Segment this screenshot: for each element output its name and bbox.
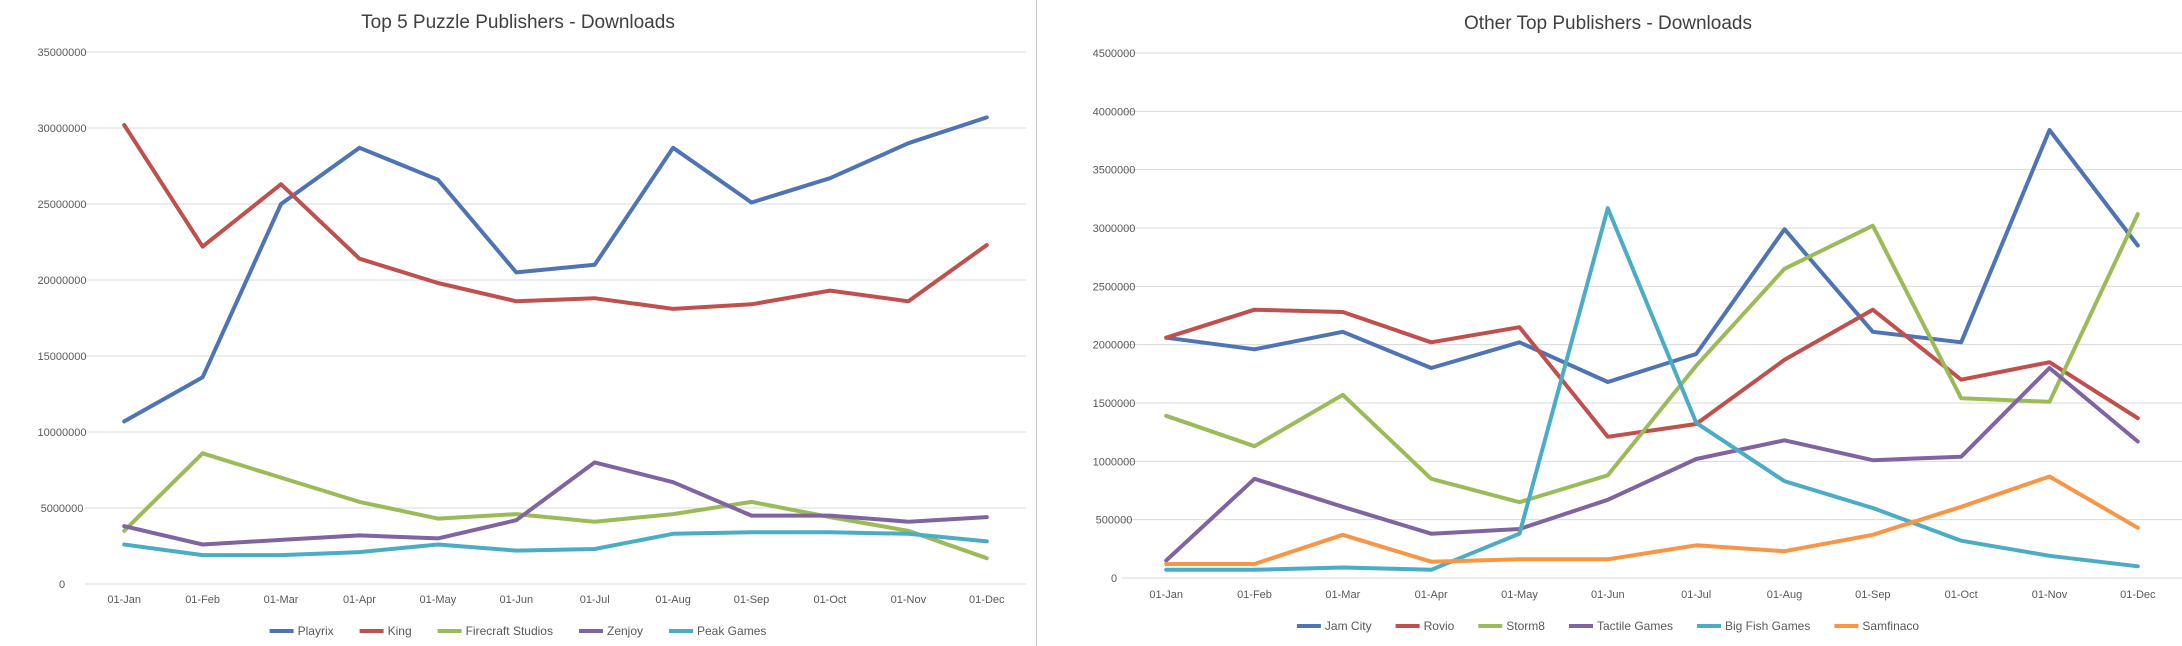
y-axis-ticks: 0 5000000 10000000 15000000 20000000 25000000… [38,47,87,591]
series-line-tactile-games [1164,366,2140,563]
x-tick-label: 01-Feb [1237,589,1272,601]
y-tick-label: 1000000 [1093,456,1136,468]
gridlines [1122,52,2182,579]
x-tick-label: 01-Jul [1681,589,1711,601]
legend-label: Rovio [1424,619,1455,633]
x-tick-label: 01-Feb [185,594,220,606]
x-tick-label: 01-Mar [1325,589,1360,601]
series-lines [122,115,989,561]
legend-label: Playrix [298,624,334,638]
series-line-big-fish-games [1164,206,2140,572]
x-tick-label: 01-Dec [2120,589,2156,601]
x-tick-label: 01-Nov [2032,589,2068,601]
y-axis-ticks: 0 500000 1000000 1500000 2000000 2500000 30000… [1093,48,1136,585]
x-tick-label: 01-May [420,594,457,606]
series-line-jam-city [1164,128,2140,384]
series-line-samfinaco [1164,474,2140,566]
x-tick-label: 01-Jan [107,594,141,606]
gridlines [85,51,1026,585]
x-tick-label: 01-Dec [969,594,1005,606]
y-tick-label: 30000000 [38,123,87,135]
legend-item-zenjoy: Zenjoy [579,624,643,638]
y-tick-label: 0 [59,579,65,591]
legend-item-peak-games: Peak Games [669,624,766,638]
legend-item-rovio: Rovio [1395,619,1455,633]
chart-panel-other-publishers: Other Top Publishers - Downloads 0 500000… [1037,0,2182,646]
x-tick-label: 01-Aug [655,594,690,606]
series-line-firecraft-studios [122,451,989,561]
y-tick-label: 2000000 [1093,340,1136,352]
x-axis-ticks: 01-Jan 01-Feb 01-Mar 01-Apr 01-May 01-Jun 01-J… [1149,589,2156,601]
x-tick-label: 01-Jan [1149,589,1183,601]
legend-item-playrix: Playrix [269,624,334,638]
chart-other-publishers: Other Top Publishers - Downloads 0 500000… [1093,13,2182,633]
y-tick-label: 20000000 [38,275,87,287]
legend-item-firecraft-studios: Firecraft Studios [437,624,553,638]
y-tick-label: 1500000 [1093,398,1136,410]
y-tick-label: 25000000 [38,199,87,211]
x-tick-label: 01-Sep [734,594,769,606]
y-tick-label: 2500000 [1093,281,1136,293]
legend-item-big-fish-games: Big Fish Games [1697,619,1810,633]
y-tick-label: 3500000 [1093,165,1136,177]
panel-divider [1036,0,1037,646]
x-tick-label: 01-Oct [1945,589,1978,601]
y-tick-label: 15000000 [38,351,87,363]
y-tick-label: 3000000 [1093,223,1136,235]
y-tick-label: 4000000 [1093,106,1136,118]
x-tick-label: 01-May [1501,589,1538,601]
y-tick-label: 5000000 [41,503,84,515]
x-axis-ticks: 01-Jan 01-Feb 01-Mar 01-Apr 01-May 01-Jun 01-J… [107,594,1005,606]
legend: Jam City Rovio Storm8 Tactile Games Big Fish… [1296,619,1919,633]
series-line-peak-games [122,530,989,558]
chart-puzzle-publishers: Top 5 Puzzle Publishers - Downloads 0 500… [38,12,1026,638]
chart-title: Top 5 Puzzle Publishers - Downloads [361,12,675,33]
chart-panel-puzzle-publishers: Top 5 Puzzle Publishers - Downloads 0 500… [0,0,1036,646]
series-line-playrix [122,115,989,424]
y-tick-label: 500000 [1096,515,1133,527]
y-tick-label: 4500000 [1093,48,1136,60]
x-tick-label: 01-Jun [1591,589,1625,601]
legend-item-jam-city: Jam City [1296,619,1372,633]
legend-item-samfinaco: Samfinaco [1834,619,1919,633]
x-tick-label: 01-Aug [1767,589,1802,601]
legend-item-storm8: Storm8 [1478,619,1545,633]
series-line-zenjoy [122,460,989,547]
legend-label: Jam City [1325,619,1372,633]
legend-label: Storm8 [1506,619,1545,633]
x-tick-label: 01-Jul [580,594,610,606]
legend-label: Peak Games [697,624,766,638]
x-tick-label: 01-Nov [891,594,927,606]
y-tick-label: 0 [1111,573,1117,585]
legend-label: Firecraft Studios [466,624,553,638]
x-tick-label: 01-Oct [813,594,846,606]
chart-title: Other Top Publishers - Downloads [1464,13,1752,34]
legend-label: Zenjoy [607,624,643,638]
legend-label: Big Fish Games [1725,619,1810,633]
series-line-king [122,123,989,311]
legend-label: Samfinaco [1862,619,1919,633]
x-tick-label: 01-Apr [343,594,376,606]
x-tick-label: 01-Jun [499,594,533,606]
x-tick-label: 01-Sep [1855,589,1890,601]
legend-label: Tactile Games [1597,619,1673,633]
x-tick-label: 01-Apr [1415,589,1448,601]
x-tick-label: 01-Mar [264,594,299,606]
series-line-rovio [1164,307,2140,439]
legend: Playrix King Firecraft Studios Zenjoy Peak G… [269,624,766,638]
y-tick-label: 35000000 [38,47,87,59]
legend-label: King [388,624,412,638]
legend-item-king: King [359,624,412,638]
series-line-storm8 [1164,212,2140,505]
y-tick-label: 10000000 [38,427,87,439]
legend-item-tactile-games: Tactile Games [1569,619,1673,633]
series-lines [1164,128,2140,572]
